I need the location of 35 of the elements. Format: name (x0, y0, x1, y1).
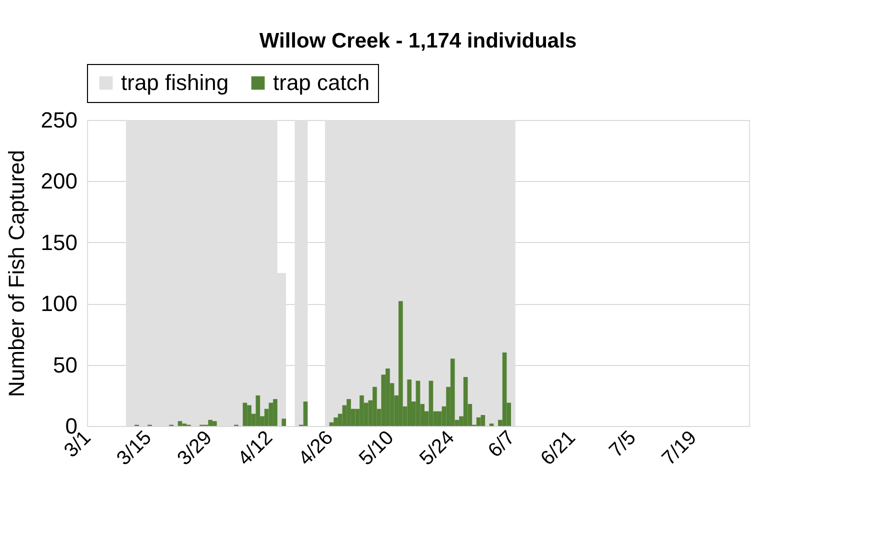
bar (463, 377, 468, 426)
bar (416, 380, 420, 426)
chart-title: Willow Creek - 1,174 individuals (259, 30, 577, 52)
y-tick-label: 100 (40, 291, 78, 316)
legend-label: trap catch (273, 70, 370, 95)
bar (303, 402, 308, 426)
bar (428, 380, 434, 426)
bar (502, 352, 507, 426)
bar (212, 421, 217, 426)
bar (242, 402, 248, 426)
bar (407, 379, 412, 426)
x-tick-label: 5/24 (416, 426, 459, 470)
legend-label: trap fishing (121, 70, 229, 95)
bar (178, 421, 182, 426)
y-tick-label: 200 (40, 168, 78, 194)
x-tick-label: 5/10 (355, 426, 398, 470)
y-tick-label: 50 (53, 352, 78, 378)
bar (476, 417, 481, 426)
x-tick-label: 6/21 (536, 426, 580, 470)
bar (256, 395, 260, 426)
bar (360, 395, 364, 426)
x-tick-label: 4/26 (294, 426, 338, 470)
y-tick-label: 250 (40, 108, 78, 132)
bar (282, 418, 286, 426)
bar (450, 358, 455, 426)
x-tick-label: 4/12 (234, 426, 278, 470)
y-tick-label: 150 (40, 230, 78, 255)
bar (480, 414, 486, 426)
x-tick-label: 3/29 (173, 426, 216, 470)
x-tick-label: 7/19 (658, 426, 702, 470)
bar (268, 402, 274, 426)
x-tick-label: 6/7 (484, 426, 520, 462)
bar (247, 405, 252, 426)
y-axis-title: Number of Fish Captured (4, 150, 29, 397)
x-tick-label: 7/5 (605, 426, 640, 462)
